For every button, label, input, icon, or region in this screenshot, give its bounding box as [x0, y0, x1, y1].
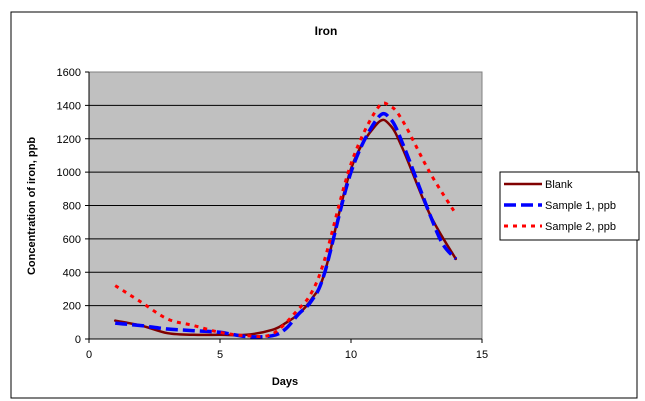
series-line-3 [114, 101, 458, 339]
y-tick-label: 600 [63, 234, 81, 246]
legend-label-1: Blank [545, 179, 573, 191]
legend: Blank Sample 1, ppb Sample 2, ppb [499, 171, 640, 241]
y-tick-label: 1400 [57, 100, 81, 112]
gridlines [89, 104, 482, 307]
axes: 0 200 400 600 800 1000 1200 1400 1600 0 5 10 15 [57, 67, 489, 361]
legend-label-3: Sample 2, ppb [545, 221, 616, 233]
x-tick-label: 5 [217, 349, 223, 361]
y-tick-label: 400 [63, 267, 81, 279]
legend-label-2: Sample 1, ppb [545, 200, 616, 212]
x-tick-label: 0 [86, 349, 92, 361]
y-tick-label: 800 [63, 201, 81, 213]
y-tick-label: 200 [63, 301, 81, 313]
x-axis-label: Days [272, 376, 298, 388]
chart-title: Iron [315, 24, 338, 38]
y-tick-label: 0 [75, 334, 81, 346]
y-tick-label: 1000 [57, 167, 81, 179]
y-tick-label: 1600 [57, 67, 81, 79]
series-layer [113, 101, 458, 339]
series-line-2 [115, 111, 458, 339]
y-tick-label: 1200 [57, 134, 81, 146]
x-tick-label: 15 [476, 349, 488, 361]
x-tick-label: 10 [345, 349, 357, 361]
y-axis-label: Concentration of iron, ppb [26, 137, 38, 275]
